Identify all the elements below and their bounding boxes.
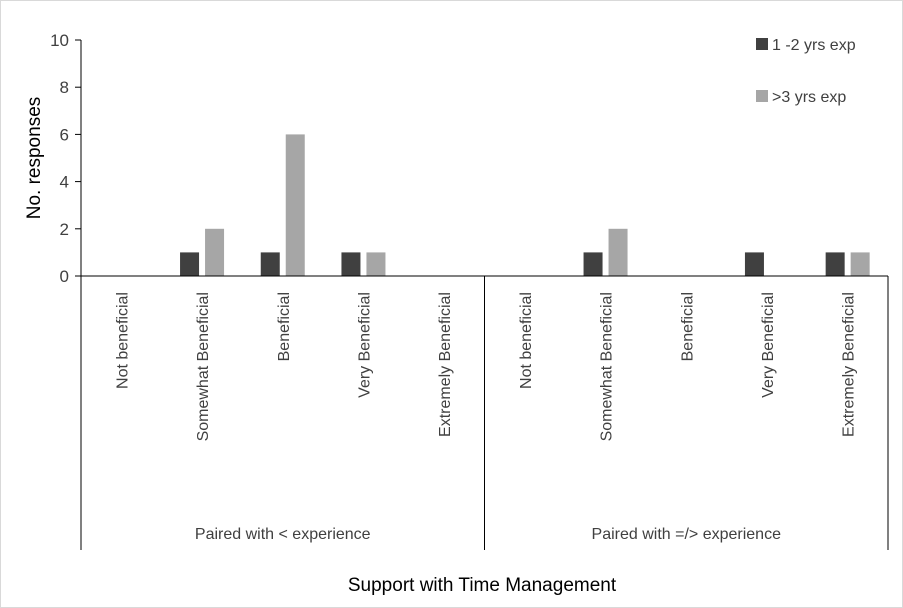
category-label: Somewhat Beneficial xyxy=(599,292,616,441)
legend-swatch xyxy=(756,38,768,50)
bars xyxy=(180,134,870,276)
y-tick-label: 0 xyxy=(60,267,69,286)
bar-series-2 xyxy=(608,228,628,276)
bar-series-1 xyxy=(260,252,280,276)
bar-series-1 xyxy=(825,252,845,276)
category-label: Very Beneficial xyxy=(760,292,777,398)
bar-series-1 xyxy=(744,252,764,276)
group-label: Paired with < experience xyxy=(195,526,371,543)
bar-series-2 xyxy=(850,252,870,276)
category-label: Extremely Beneficial xyxy=(437,292,454,437)
category-label: Not beneficial xyxy=(114,292,131,389)
y-axis-title: No. responses xyxy=(24,97,45,220)
category-label: Beneficial xyxy=(679,292,696,361)
bar-series-1 xyxy=(180,252,200,276)
x-axis: Not beneficial Somewhat Beneficial Benefic… xyxy=(80,275,889,550)
legend-swatch xyxy=(756,90,768,102)
legend-label: >3 yrs exp xyxy=(772,89,846,106)
x-axis-title: Support with Time Management xyxy=(348,575,617,596)
category-label: Somewhat Beneficial xyxy=(195,292,212,441)
legend-label: 1 -2 yrs exp xyxy=(772,37,856,54)
bar-series-1 xyxy=(583,252,603,276)
bar-series-2 xyxy=(366,252,386,276)
category-label: Extremely Beneficial xyxy=(841,292,858,437)
y-axis: 0 2 4 6 8 10 xyxy=(50,31,82,286)
category-label: Not beneficial xyxy=(518,292,535,389)
y-tick-label: 4 xyxy=(60,173,69,192)
y-tick-label: 10 xyxy=(50,31,69,50)
category-label: Very Beneficial xyxy=(356,292,373,398)
group-label: Paired with =/> experience xyxy=(592,526,782,543)
y-tick-label: 2 xyxy=(60,220,69,239)
category-label: Beneficial xyxy=(276,292,293,361)
y-tick-label: 6 xyxy=(60,125,69,144)
bar-series-2 xyxy=(285,134,305,276)
bar-series-2 xyxy=(205,228,225,276)
y-tick-label: 8 xyxy=(60,78,69,97)
bar-series-1 xyxy=(341,252,361,276)
legend: 1 -2 yrs exp >3 yrs exp xyxy=(756,37,856,106)
